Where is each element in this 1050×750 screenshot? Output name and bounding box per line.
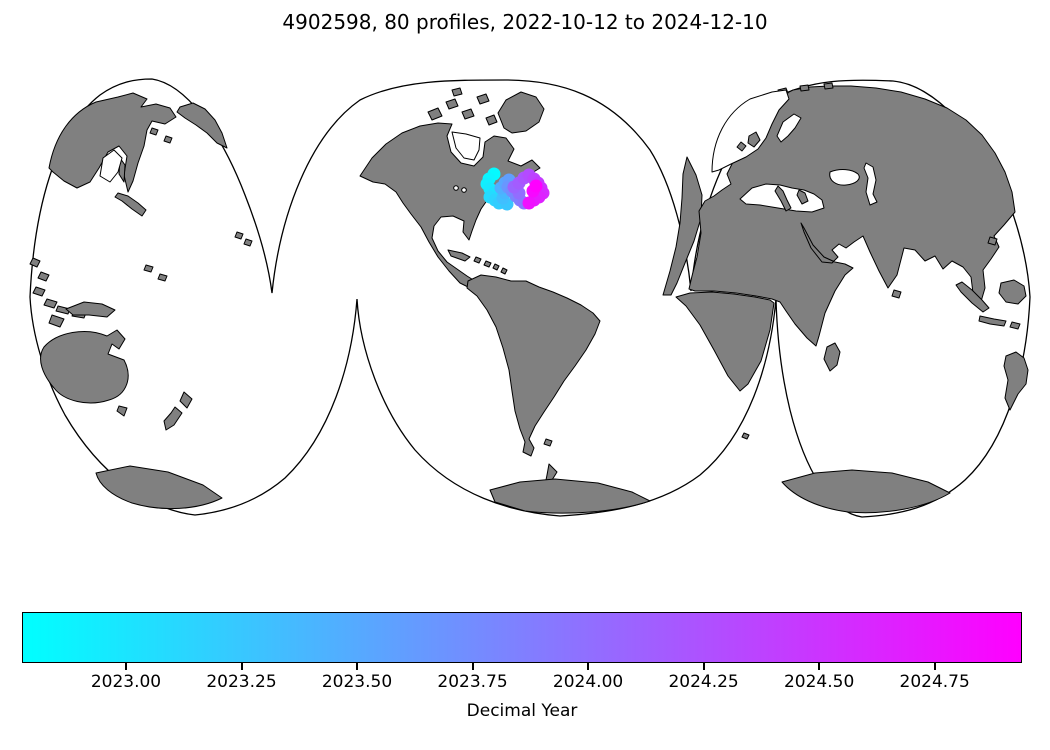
profile-scatter-points [480, 167, 550, 211]
land-new-guinea [65, 301, 116, 318]
baltic-sea [776, 113, 802, 143]
colorbar-tick-label: 2023.00 [90, 672, 162, 692]
great-lakes [461, 187, 467, 193]
land-japan [114, 192, 147, 217]
land-caribbean [447, 249, 508, 275]
colorbar-tick [356, 663, 359, 670]
colorbar-tick [818, 663, 821, 670]
land-borneo [998, 279, 1027, 305]
land-greenland [497, 91, 545, 134]
land-italy [774, 185, 792, 212]
land-indian-ocean-islet [741, 432, 750, 440]
sea-okhotsk [99, 149, 123, 183]
colorbar-tick [240, 663, 243, 670]
colorbar-tick-label: 2024.00 [552, 672, 624, 692]
profile-point [522, 196, 536, 210]
islands-over-seas [736, 131, 809, 212]
north-atlantic-notch [711, 89, 790, 173]
land-sri-lanka [891, 289, 902, 299]
land-west-africa-sliver [662, 156, 703, 296]
land-antarctica-lobe2 [489, 478, 651, 514]
land-west-australia-fragment [1003, 351, 1029, 411]
land-eurasia-africa [688, 85, 1016, 347]
profile-point [529, 179, 543, 193]
land-britain [747, 131, 761, 148]
black-sea [829, 169, 860, 186]
colorbar-tick [471, 663, 474, 670]
colorbar-tick-label: 2023.25 [206, 672, 277, 692]
colorbar-tick-label: 2024.50 [783, 672, 855, 692]
colorbar-tick [702, 663, 705, 670]
caspian-sea [863, 162, 878, 206]
great-lakes [453, 185, 459, 191]
land-java [978, 315, 1021, 330]
inland-seas [99, 89, 878, 213]
land-aleutians [149, 127, 173, 144]
land-sumatra [955, 281, 990, 313]
hudson-bay [451, 131, 481, 161]
land-madagascar [823, 342, 841, 372]
figure-title: 4902598, 80 profiles, 2022-10-12 to 2024… [282, 10, 768, 34]
land-alaska [176, 102, 228, 149]
land-hainan [987, 236, 998, 246]
land-south-america [466, 274, 601, 457]
land-new-zealand [163, 391, 193, 431]
land-falklands [543, 438, 553, 447]
land-ireland [736, 141, 747, 152]
colorbar-tick-label: 2024.75 [899, 672, 970, 692]
colorbar-tick-label: 2024.25 [668, 672, 739, 692]
colorbar-tick [587, 663, 590, 670]
world-map [29, 78, 1031, 518]
colorbar-tick [124, 663, 127, 670]
land-philippines-indonesia [29, 257, 87, 328]
colorbar-axis-label: Decimal Year [466, 701, 578, 721]
land-north-america [359, 122, 541, 289]
land-australia [40, 329, 129, 404]
landmasses [29, 82, 1029, 514]
land-southwest-africa [675, 291, 775, 392]
land-antarctica-lobe1 [95, 465, 223, 510]
land-antarctica-lobe3 [781, 469, 951, 514]
land-tasmania [116, 405, 128, 417]
colorbar-tick-label: 2023.50 [321, 672, 393, 692]
colorbar-ticks: 2023.00 2023.25 2023.50 2023.75 2024.00 2024.… [22, 663, 1022, 697]
land-arctic-dashes [777, 82, 834, 96]
land-greece [796, 189, 809, 205]
colorbar [22, 612, 1022, 663]
land-arctic-islands [427, 87, 498, 126]
colorbar-tick [933, 663, 936, 670]
colorbar-tick-label: 2023.75 [437, 672, 508, 692]
land-pacific-islands [143, 231, 253, 282]
land-siberia [48, 92, 177, 193]
